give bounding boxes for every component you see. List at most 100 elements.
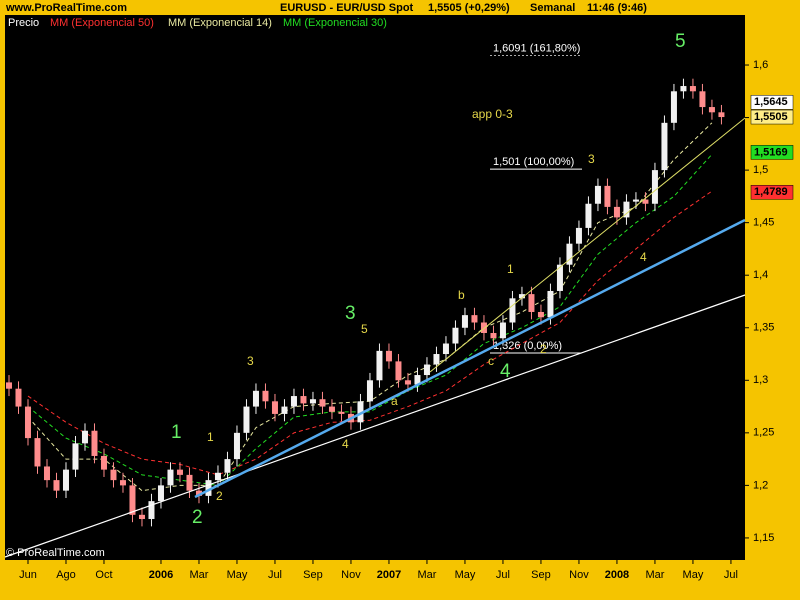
candle-body: [680, 86, 687, 92]
candle-body: [252, 390, 259, 407]
trend-line: [194, 218, 746, 499]
candle-body: [366, 380, 373, 402]
candle-body: [205, 480, 212, 496]
wave-label: a: [391, 394, 398, 408]
plot: 1,151,21,251,31,351,41,451,51,551,6JunAg…: [5, 17, 774, 581]
candle-body: [689, 86, 696, 92]
candle-body: [613, 206, 620, 218]
candle-body: [243, 406, 250, 433]
price-box: [750, 95, 794, 110]
candle-body: [423, 364, 430, 376]
candle-body: [91, 430, 98, 456]
x-tick-label: Jul: [724, 569, 738, 581]
candle-body: [357, 401, 364, 423]
candle-body: [100, 455, 107, 470]
legend-entry: MM (Exponencial 50): [50, 17, 154, 29]
candle-body: [718, 112, 725, 118]
candle-body: [632, 199, 639, 202]
wave-label: c: [488, 354, 494, 368]
wave-label: b: [458, 288, 465, 302]
candle-body: [585, 203, 592, 228]
x-tick-label: Mar: [190, 569, 209, 581]
moving-average: [27, 154, 713, 486]
x-tick-label: Nov: [341, 569, 361, 581]
y-tick-label: 1,2: [753, 479, 768, 491]
wave-label: 2: [540, 342, 547, 356]
candle-body: [186, 474, 193, 491]
candle-body: [328, 406, 335, 412]
candle-body: [518, 294, 525, 299]
fib-label: 1,6091 (161,80%): [493, 42, 580, 54]
candle-body: [708, 107, 715, 113]
candle-body: [661, 122, 668, 171]
candle-body: [15, 388, 22, 407]
wave-label: 4: [342, 437, 349, 451]
x-tick-label: Jul: [268, 569, 282, 581]
candle-body: [699, 91, 706, 108]
candle-body: [623, 201, 630, 218]
wave-label: 2: [216, 489, 223, 503]
legend-entry: MM (Exponencial 30): [283, 17, 387, 29]
y-tick-label: 1,25: [753, 427, 774, 439]
fib-label: 1,326 (0,00%): [493, 340, 562, 352]
x-tick-label: Oct: [95, 569, 112, 581]
wave-label: 3: [345, 303, 356, 324]
candle-body: [471, 315, 478, 323]
trend-line: [429, 117, 746, 373]
candle-body: [604, 185, 611, 207]
candle-body: [442, 343, 449, 355]
candle-body: [271, 401, 278, 414]
candle-body: [300, 396, 307, 404]
candle-body: [176, 469, 183, 475]
candle-body: [651, 170, 658, 204]
price-box-label: 1,5169: [754, 146, 788, 158]
candle-body: [5, 382, 12, 389]
candle-body: [509, 298, 516, 323]
y-tick-label: 1,5: [753, 164, 768, 176]
candle-body: [395, 361, 402, 381]
candle-body: [129, 485, 136, 515]
price-box-label: 1,4789: [754, 186, 788, 198]
period: Semanal: [530, 2, 575, 14]
chart-title: EURUSD - EUR/USD Spot: [280, 2, 414, 14]
candle-body: [594, 185, 601, 204]
candle-body: [642, 199, 649, 204]
legend-entry: MM (Exponencial 14): [168, 17, 272, 29]
candle-body: [528, 294, 535, 312]
candle-body: [670, 91, 677, 123]
y-tick-label: 1,35: [753, 322, 774, 334]
candle-body: [433, 354, 440, 365]
x-tick-label: May: [227, 569, 248, 581]
candle-body: [72, 443, 79, 470]
y-tick-label: 1,15: [753, 532, 774, 544]
x-tick-label: Mar: [645, 569, 664, 581]
candle-body: [461, 315, 468, 328]
candle-body: [290, 396, 297, 407]
candle-body: [490, 333, 497, 339]
candle-body: [43, 466, 50, 481]
x-tick-label: 2008: [605, 569, 629, 581]
candle-body: [262, 390, 269, 402]
candle-body: [157, 485, 164, 502]
x-tick-label: May: [455, 569, 476, 581]
x-tick-label: 2006: [149, 569, 173, 581]
candle-body: [547, 290, 554, 318]
candle-body: [148, 501, 155, 520]
site: www.ProRealTime.com: [5, 2, 127, 14]
wave-label: 3: [588, 152, 595, 166]
candle-body: [167, 469, 174, 486]
x-tick-label: Sep: [303, 569, 323, 581]
wave-label: 5: [361, 322, 368, 336]
candle-body: [119, 480, 126, 486]
candle-body: [376, 350, 383, 381]
legend-entry: Precio: [8, 17, 39, 29]
candle-body: [195, 490, 202, 496]
candle-body: [480, 322, 487, 334]
y-tick-label: 1,6: [753, 59, 768, 71]
x-tick-label: Ago: [56, 569, 76, 581]
candle-body: [53, 480, 60, 491]
y-tick-label: 1,45: [753, 217, 774, 229]
candle-body: [110, 469, 117, 481]
footer: © ProRealTime.com: [6, 547, 105, 559]
